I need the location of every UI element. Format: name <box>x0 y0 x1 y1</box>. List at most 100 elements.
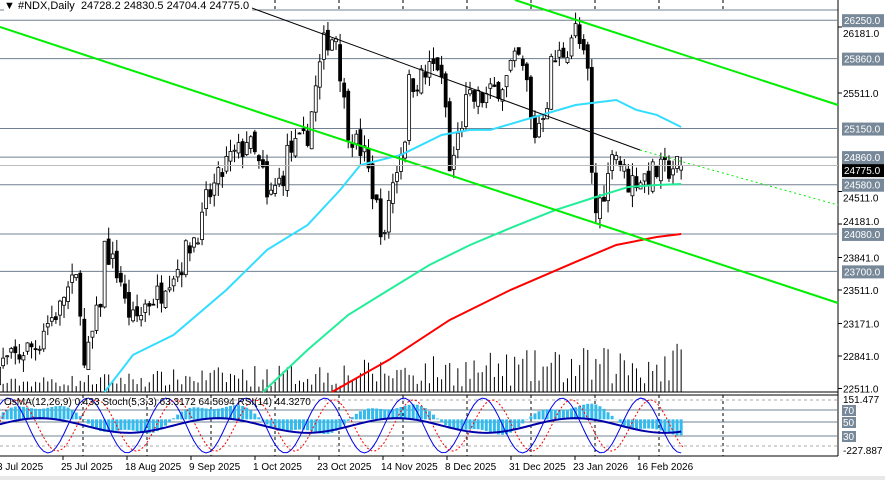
candle-body <box>78 272 83 317</box>
candle-body <box>236 142 241 154</box>
time-label: 9 Sep 2025 <box>189 462 241 473</box>
candle-body <box>419 68 424 94</box>
candle-body <box>82 318 87 366</box>
candle-body <box>155 285 160 300</box>
candle-body <box>301 128 306 132</box>
time-label: 25 Jul 2025 <box>61 462 113 473</box>
price-tick-label: 22511.0 <box>843 384 879 395</box>
candle-body <box>90 330 95 338</box>
candle-body <box>565 57 570 63</box>
candle-body <box>374 194 379 201</box>
candle-body <box>317 61 322 88</box>
candle-body <box>200 211 204 241</box>
candle-body <box>106 238 111 265</box>
candle-body <box>602 196 606 202</box>
candle-body <box>431 58 436 64</box>
candle-body <box>561 47 566 58</box>
candle-body <box>553 60 558 63</box>
time-label: 1 Oct 2025 <box>253 462 302 473</box>
candle-body <box>204 189 209 210</box>
candle-body <box>305 130 310 146</box>
trend-line-extension <box>639 149 839 206</box>
candle-body <box>29 343 34 348</box>
candle-body <box>240 141 245 158</box>
level-label-bg <box>842 52 884 66</box>
trend-line[interactable] <box>514 0 839 106</box>
candle-body <box>37 348 42 351</box>
time-label: 23 Oct 2025 <box>317 462 372 473</box>
level-label-bg <box>842 227 884 241</box>
price-tick-label: 25511.0 <box>843 89 879 100</box>
candle-body <box>94 304 99 331</box>
candle-body <box>399 154 403 172</box>
candle-body <box>131 309 135 322</box>
candle-body <box>378 198 383 238</box>
candle-body <box>362 145 367 153</box>
candle-body <box>269 189 273 195</box>
candle-body <box>573 23 578 37</box>
candle-body <box>622 164 627 172</box>
time-label: 16 Feb 2026 <box>637 462 694 473</box>
candle-body <box>646 170 651 187</box>
horizontal-scrollbar[interactable] <box>0 476 885 480</box>
level-label-bg <box>842 14 884 28</box>
price-tick-label: 23511.0 <box>843 286 879 297</box>
candle-body <box>610 154 615 171</box>
price-tick-label: 24511.0 <box>843 194 879 205</box>
candle-body <box>232 149 237 152</box>
candle-body <box>606 173 610 202</box>
candle-body <box>484 93 489 104</box>
candle-body <box>326 29 330 51</box>
candle-body <box>667 160 671 179</box>
candle-body <box>17 354 22 360</box>
indicator-level-bg <box>842 405 856 416</box>
candle-body <box>261 159 265 168</box>
candle-body <box>313 85 318 113</box>
candle-body <box>346 90 351 141</box>
time-label: 31 Dec 2025 <box>509 462 566 473</box>
candle-body <box>143 303 148 313</box>
candle-body <box>589 67 594 173</box>
candle-body <box>21 355 26 361</box>
candle-body <box>183 240 188 276</box>
candle-body <box>634 176 639 189</box>
candle-body <box>350 143 355 148</box>
indicator-title: OsMA(12,26,9) 0.433 Stoch(5,3,3) 63.3172… <box>4 397 311 408</box>
indicator-tick-label: -227.887 <box>843 446 883 457</box>
candle-body <box>62 296 66 306</box>
trend-line[interactable] <box>229 0 641 151</box>
candle-body <box>585 44 590 69</box>
candle-body <box>114 250 119 279</box>
moving-average-line-ma_fast <box>103 98 682 393</box>
level-label: 23700.0 <box>844 267 881 278</box>
candle-body <box>167 287 172 291</box>
candle-body <box>163 290 168 308</box>
candle-body <box>411 78 416 93</box>
candle-body <box>285 144 290 191</box>
candle-body <box>9 348 14 353</box>
indicator-level-label: 50 <box>843 418 855 429</box>
candle-body <box>252 131 257 153</box>
volume-bars <box>2 343 682 392</box>
candle-body <box>488 83 493 89</box>
level-label: 25150.0 <box>844 125 881 136</box>
triangle-down-icon[interactable]: ▼ <box>4 0 15 12</box>
candle-body <box>512 50 517 62</box>
candle-body <box>435 57 440 71</box>
candle-body <box>281 175 286 187</box>
candle-body <box>386 200 391 233</box>
candle-body <box>492 84 497 87</box>
candle-body <box>256 155 261 162</box>
level-label-bg <box>842 151 884 165</box>
candle-body <box>671 168 675 176</box>
candle-body <box>13 346 18 354</box>
moving-average-line-ma_mid <box>262 183 682 393</box>
candle-body <box>196 242 200 245</box>
candle-body <box>354 133 359 145</box>
candle-body <box>403 141 407 159</box>
candle-body <box>642 173 647 182</box>
candle-body <box>508 59 513 71</box>
candle-body <box>650 161 655 192</box>
candles <box>0 12 684 386</box>
